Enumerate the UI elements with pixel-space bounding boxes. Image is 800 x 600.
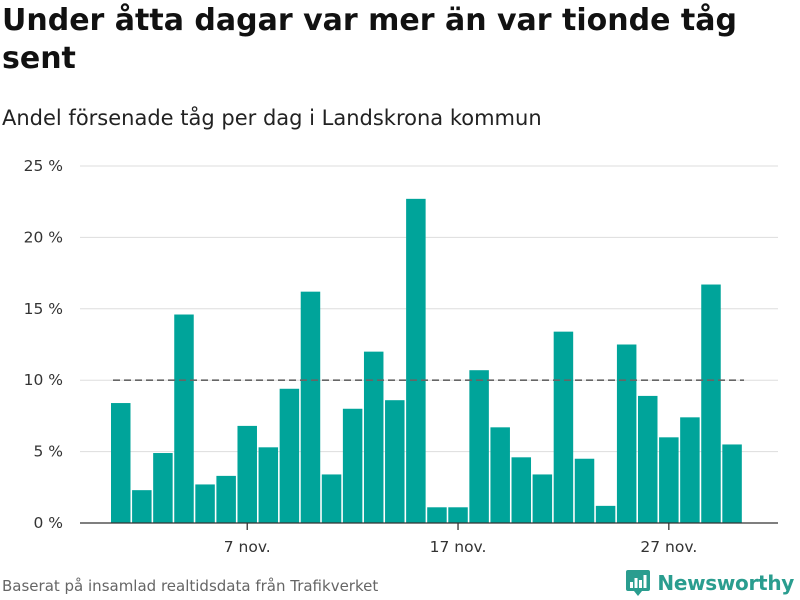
bar xyxy=(448,507,468,523)
bar xyxy=(595,505,616,523)
bar xyxy=(574,458,595,523)
bar xyxy=(153,453,173,523)
bar xyxy=(279,388,300,523)
bar xyxy=(363,351,384,523)
bar xyxy=(258,447,279,523)
bar xyxy=(616,344,637,523)
source-note: Baserat på insamlad realtidsdata från Tr… xyxy=(2,577,379,595)
bar xyxy=(385,400,405,523)
bars xyxy=(111,198,742,523)
bar xyxy=(132,490,152,523)
x-axis-ticks: 7 nov. 17 nov. 27 nov. xyxy=(224,523,697,556)
bar xyxy=(216,475,236,523)
chart-title: Under åtta dagar var mer än var tionde t… xyxy=(2,3,737,76)
bar xyxy=(638,395,658,523)
bar xyxy=(490,427,510,523)
y-tick-label: 25 % xyxy=(24,157,63,175)
x-tick-label: 7 nov. xyxy=(224,538,271,556)
bar-chart: 0 % 5 % 10 % 15 % 20 % 25 % 7 nov. 17 nov. 27 n… xyxy=(24,157,778,556)
bar xyxy=(406,198,426,523)
bar xyxy=(321,474,342,523)
bar xyxy=(427,507,447,523)
y-axis-ticks: 0 % 5 % 10 % 15 % 20 % 25 % xyxy=(24,157,63,532)
bar xyxy=(469,370,489,523)
bar xyxy=(553,331,574,523)
y-tick-label: 10 % xyxy=(24,371,63,389)
bar-chart-pin-icon xyxy=(626,570,651,596)
bar xyxy=(532,474,553,523)
x-tick-label: 27 nov. xyxy=(640,538,697,556)
y-tick-label: 20 % xyxy=(24,228,63,246)
y-tick-label: 15 % xyxy=(24,300,63,318)
bar xyxy=(237,425,257,523)
logo-text: Newsworthy xyxy=(657,571,794,595)
newsworthy-logo: Newsworthy xyxy=(625,568,794,598)
bar xyxy=(111,403,131,523)
bar xyxy=(722,444,742,523)
bar xyxy=(195,484,215,523)
x-tick-label: 17 nov. xyxy=(430,538,487,556)
y-tick-label: 0 % xyxy=(33,514,63,532)
chart-subtitle: Andel försenade tåg per dag i Landskrona… xyxy=(2,106,542,130)
bar xyxy=(174,314,194,523)
bar xyxy=(342,408,363,523)
bar xyxy=(300,291,321,523)
bar xyxy=(680,417,700,523)
bar xyxy=(659,437,679,523)
bar xyxy=(511,457,532,523)
bar xyxy=(701,284,721,523)
y-tick-label: 5 % xyxy=(33,443,63,461)
